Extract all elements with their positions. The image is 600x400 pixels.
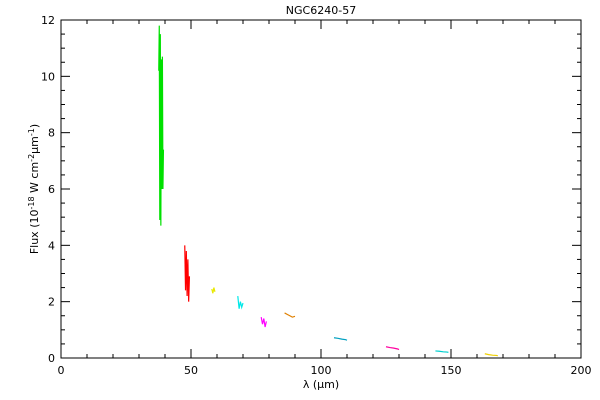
x-tick-label: 0 bbox=[58, 364, 65, 377]
plot-frame bbox=[60, 19, 582, 359]
x-tick-label: 50 bbox=[184, 364, 198, 377]
y-tick-label: 8 bbox=[48, 127, 55, 140]
x-axis-label: λ (μm) bbox=[303, 378, 339, 391]
y-label-exponent: -2 bbox=[27, 154, 36, 162]
spectrum-line bbox=[184, 245, 191, 302]
y-axis-label: Flux (10-18 W cm-2μm-1) bbox=[27, 124, 42, 254]
spectrum-line bbox=[284, 312, 296, 318]
spectrum-line bbox=[260, 317, 267, 328]
y-label-exponent: -18 bbox=[27, 196, 36, 209]
spectrum-line bbox=[333, 337, 348, 341]
y-tick-label: 6 bbox=[48, 183, 55, 196]
spectrum-line bbox=[484, 353, 498, 357]
y-tick-label: 10 bbox=[41, 70, 55, 83]
spectrum-line bbox=[385, 346, 400, 351]
x-tick-label: 200 bbox=[571, 364, 592, 377]
chart-title: NGC6240-57 bbox=[286, 4, 356, 17]
y-tick-label: 0 bbox=[48, 352, 55, 365]
spectrum-line bbox=[435, 350, 449, 353]
y-label-part: W cm bbox=[28, 162, 41, 197]
x-tick-label: 100 bbox=[311, 364, 332, 377]
spectrum-line bbox=[211, 287, 216, 294]
y-label-part: μm bbox=[28, 136, 41, 154]
y-tick-label: 4 bbox=[48, 239, 55, 252]
y-label-exponent: -1 bbox=[27, 128, 36, 136]
y-label-part: Flux (10 bbox=[28, 210, 41, 255]
x-tick-label: 150 bbox=[441, 364, 462, 377]
y-tick-label: 2 bbox=[48, 296, 55, 309]
spectrum-line bbox=[158, 25, 165, 226]
spectrum-line bbox=[237, 295, 244, 310]
y-label-part: ) bbox=[28, 124, 41, 128]
y-tick-label: 12 bbox=[41, 14, 55, 27]
